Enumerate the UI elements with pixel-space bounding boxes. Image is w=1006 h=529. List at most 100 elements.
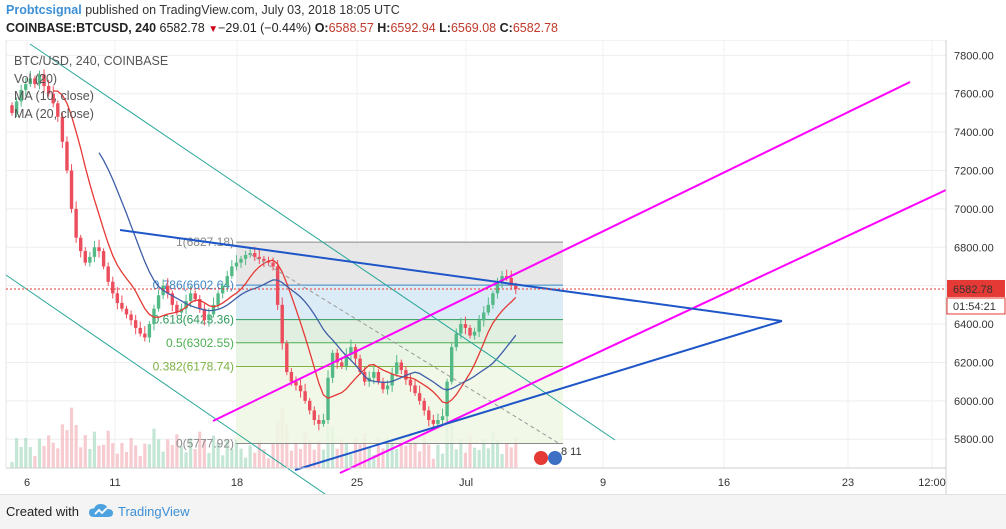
volume-bar (79, 447, 83, 468)
volume-bar (88, 449, 92, 468)
high-label: H: (377, 21, 391, 35)
candle-body (408, 379, 413, 386)
x-tick-label: 23 (842, 477, 854, 489)
candle-body (106, 266, 110, 282)
candle-body (289, 372, 294, 382)
candle-body (395, 362, 399, 374)
channel-lower-line[interactable] (212, 81, 911, 422)
candle-body (133, 320, 138, 328)
wedge-upper-line[interactable] (29, 43, 616, 441)
candle-body (358, 358, 362, 373)
legend-ma20: MA (20, close) (14, 106, 94, 121)
volume-bar (60, 424, 64, 468)
volume-bar (51, 442, 55, 468)
triangle-lower-line[interactable] (294, 320, 783, 471)
candle-body (372, 372, 376, 378)
candle-body (459, 324, 463, 334)
volume-bar (216, 443, 220, 468)
candle-body (220, 285, 225, 294)
tradingview-brand-link[interactable]: TradingView (118, 504, 190, 519)
volume-bar (134, 445, 138, 468)
volume-bar (102, 444, 106, 468)
volume-bar (399, 438, 403, 468)
volume-bar (69, 407, 74, 468)
volume-bar (24, 438, 28, 468)
volume-bar (189, 438, 193, 468)
volume-bar (367, 447, 371, 468)
volume-bar (248, 445, 252, 468)
volume-bar (221, 455, 225, 468)
candle-body (417, 393, 422, 401)
candle-body (24, 84, 28, 90)
volume-bar (376, 437, 380, 468)
candle-body (381, 381, 385, 390)
volume-bar (170, 445, 174, 468)
volume-bar (491, 431, 495, 468)
candle-body (207, 314, 211, 321)
price-chart[interactable]: 1(6827.18)0.786(6602.64)0.618(6423.36)0.… (0, 40, 1006, 494)
y-tick-label: 7000.00 (954, 204, 994, 216)
volume-bar (239, 448, 243, 468)
fib-level-label: 0.5(6302.55) (166, 336, 234, 350)
volume-bar (161, 451, 165, 468)
tradingview-cloud-icon[interactable] (88, 502, 114, 525)
candle-body (463, 324, 468, 328)
volume-bar (120, 443, 124, 468)
low-value: 6569.08 (450, 21, 497, 35)
volume-bar (271, 442, 275, 468)
volume-bar (381, 448, 385, 468)
candle-body (46, 86, 51, 94)
footer-bar: Created with TradingView (0, 494, 1006, 529)
volume-bar (138, 456, 142, 468)
volume-bar (285, 425, 289, 468)
candle-body (170, 293, 174, 305)
volume-bars (10, 407, 518, 468)
legend-ma10: MA (10, close) (14, 89, 94, 103)
candle-body (65, 141, 69, 171)
wedge-lower-line[interactable] (5, 274, 326, 494)
volume-bar (317, 440, 321, 468)
volume-bar (124, 452, 129, 468)
volume-bar (184, 452, 188, 468)
volume-bar (505, 443, 509, 468)
volume-bar (459, 438, 463, 468)
volume-bar (37, 438, 42, 468)
trendline-drawings[interactable] (5, 43, 947, 494)
countdown-tag-text: 01:54:21 (953, 301, 996, 313)
volume-bar (358, 444, 362, 468)
symbol-header: COINBASE:BTCUSD, 240 6582.78 ▼−29.01 (−0… (6, 21, 558, 35)
volume-bar (486, 448, 490, 468)
candle-body (294, 381, 298, 386)
volume-bar (509, 447, 513, 468)
fib-trend-line[interactable] (249, 253, 561, 445)
last-price: 6582.78 (159, 21, 205, 35)
candle-body (486, 304, 491, 313)
candle-body (225, 276, 229, 286)
volume-bar (349, 454, 353, 468)
candle-body (335, 352, 339, 363)
candle-body (445, 381, 449, 417)
volume-bar (129, 438, 133, 468)
candle-body (243, 254, 248, 259)
volume-bar (495, 440, 500, 468)
volume-bar (19, 447, 23, 468)
candle-body (188, 293, 193, 302)
candle-body (509, 277, 513, 286)
ma20-line (98, 152, 517, 391)
y-tick-label: 7800.00 (954, 50, 994, 62)
volume-bar (74, 425, 78, 468)
volume-bar (211, 435, 216, 468)
author-name[interactable]: Probtcsignal (6, 3, 82, 17)
volume-bar (175, 434, 179, 468)
volume-bar (193, 449, 197, 468)
moving-averages (53, 90, 517, 404)
volume-bar (179, 446, 184, 468)
volume-bar (10, 462, 14, 468)
last-price-tag (947, 279, 1005, 297)
volume-bar (431, 458, 435, 468)
volume-bar (230, 448, 234, 468)
volume-bar (198, 431, 202, 468)
candle-body (234, 262, 239, 267)
triangle-upper-line[interactable] (119, 229, 783, 322)
x-tick-label: 9 (600, 477, 606, 489)
